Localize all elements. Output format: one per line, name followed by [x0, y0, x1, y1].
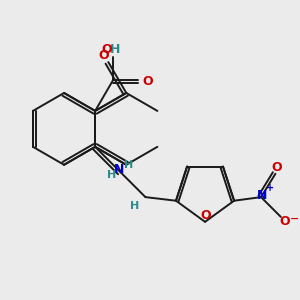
Text: H: H [130, 201, 140, 211]
Text: O: O [201, 209, 212, 222]
Text: O: O [280, 214, 290, 228]
Text: H: H [124, 160, 134, 170]
Text: O: O [142, 75, 153, 88]
Text: −: − [290, 214, 299, 224]
Text: H: H [110, 43, 120, 56]
Text: O: O [101, 43, 112, 56]
Text: O: O [99, 49, 110, 62]
Text: +: + [266, 183, 274, 193]
Text: N: N [114, 163, 124, 176]
Text: H: H [107, 170, 116, 180]
Text: O: O [271, 161, 282, 174]
Text: N: N [257, 188, 267, 202]
